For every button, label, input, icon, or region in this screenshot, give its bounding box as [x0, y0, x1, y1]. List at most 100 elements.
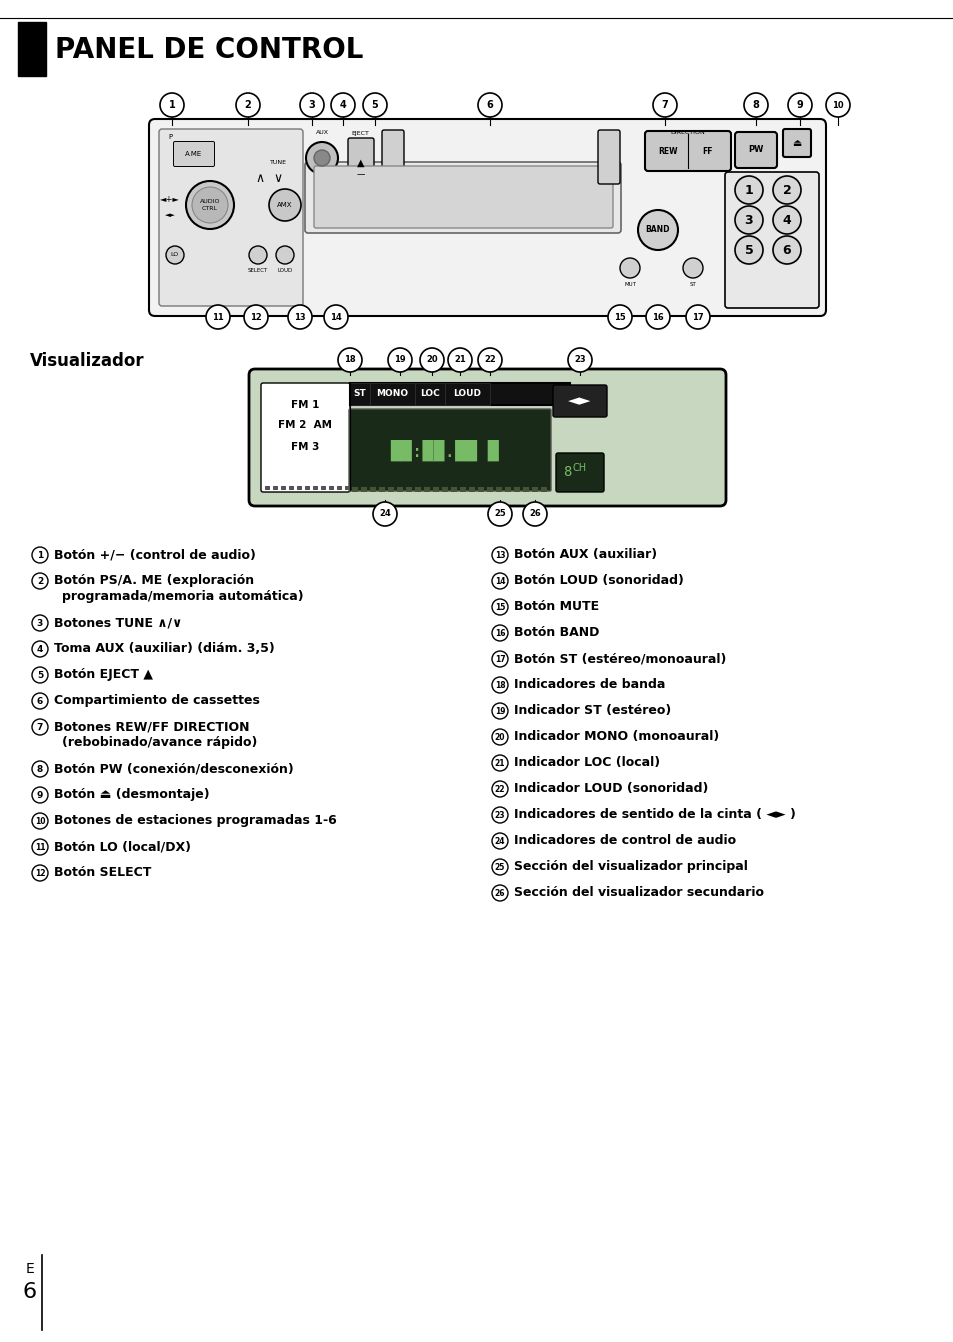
Text: LO: LO — [171, 252, 179, 258]
Text: AMX: AMX — [277, 203, 293, 208]
Text: 16: 16 — [495, 628, 505, 637]
Circle shape — [734, 176, 762, 204]
Text: 15: 15 — [495, 603, 505, 612]
Text: Sección del visualizador principal: Sección del visualizador principal — [514, 860, 747, 874]
Circle shape — [492, 833, 507, 849]
Circle shape — [419, 348, 443, 372]
Text: 12: 12 — [250, 313, 262, 322]
Bar — [477, 487, 483, 493]
Text: 4: 4 — [37, 644, 43, 654]
Text: FM 2  AM: FM 2 AM — [277, 420, 332, 429]
Bar — [378, 487, 385, 493]
Circle shape — [331, 93, 355, 117]
Text: 1: 1 — [37, 550, 43, 560]
Text: 7: 7 — [37, 722, 43, 731]
Text: Botón SELECT: Botón SELECT — [54, 866, 152, 879]
Text: 25: 25 — [494, 510, 505, 518]
Circle shape — [567, 348, 592, 372]
Text: AUX: AUX — [315, 130, 328, 136]
Bar — [352, 487, 357, 493]
FancyBboxPatch shape — [734, 132, 776, 168]
Text: ST: ST — [354, 389, 366, 399]
Bar — [469, 487, 475, 493]
Text: FF: FF — [702, 146, 713, 156]
Text: E: E — [26, 1261, 34, 1276]
Text: Indicador ST (estéreo): Indicador ST (estéreo) — [514, 705, 671, 717]
Circle shape — [32, 866, 48, 880]
Text: 17: 17 — [692, 313, 703, 322]
Circle shape — [314, 150, 330, 166]
Text: ◄+►: ◄+► — [160, 196, 180, 204]
Text: EJECT: EJECT — [351, 130, 369, 136]
Text: LOUD: LOUD — [277, 267, 293, 272]
Text: Indicadores de control de audio: Indicadores de control de audio — [514, 833, 736, 847]
Text: 5: 5 — [744, 243, 753, 256]
Text: 4: 4 — [781, 213, 791, 227]
Text: 5: 5 — [37, 671, 43, 679]
Text: PANEL DE CONTROL: PANEL DE CONTROL — [55, 36, 363, 64]
Text: 8: 8 — [752, 101, 759, 110]
Text: Botones TUNE ∧/∨: Botones TUNE ∧/∨ — [54, 616, 182, 629]
Circle shape — [373, 502, 396, 526]
Circle shape — [206, 305, 230, 329]
Circle shape — [32, 786, 48, 803]
FancyBboxPatch shape — [349, 409, 551, 491]
Bar — [345, 486, 350, 490]
Bar — [486, 487, 493, 493]
Text: 24: 24 — [495, 836, 505, 845]
Text: 10: 10 — [831, 101, 842, 110]
Circle shape — [388, 348, 412, 372]
Bar — [18, 21, 46, 76]
Text: 14: 14 — [495, 577, 505, 585]
Bar — [433, 487, 438, 493]
Bar — [370, 382, 415, 405]
Bar — [388, 487, 394, 493]
Text: ⏏: ⏏ — [792, 138, 801, 148]
Bar — [423, 487, 430, 493]
Text: BAND: BAND — [645, 225, 670, 235]
Text: Botón BAND: Botón BAND — [514, 625, 598, 639]
Circle shape — [772, 236, 801, 264]
FancyBboxPatch shape — [381, 130, 403, 184]
Circle shape — [275, 246, 294, 264]
Text: P: P — [168, 134, 172, 140]
Text: 19: 19 — [495, 706, 505, 715]
Circle shape — [492, 859, 507, 875]
Circle shape — [235, 93, 260, 117]
Circle shape — [32, 641, 48, 658]
Bar — [296, 486, 302, 490]
Bar — [360, 487, 367, 493]
Text: 24: 24 — [378, 510, 391, 518]
Circle shape — [492, 548, 507, 564]
Bar — [406, 487, 412, 493]
Text: Indicador LOUD (sonoridad): Indicador LOUD (sonoridad) — [514, 782, 708, 794]
Bar — [370, 487, 375, 493]
Text: ∨: ∨ — [274, 172, 282, 184]
Text: Indicador MONO (monoaural): Indicador MONO (monoaural) — [514, 730, 719, 743]
Text: Indicador LOC (local): Indicador LOC (local) — [514, 756, 659, 769]
Circle shape — [492, 807, 507, 823]
Circle shape — [492, 573, 507, 589]
Text: MONO: MONO — [376, 389, 408, 399]
Text: Botón PW (conexión/desconexión): Botón PW (conexión/desconexión) — [54, 762, 294, 774]
Text: Botón AUX (auxiliar): Botón AUX (auxiliar) — [514, 548, 657, 561]
Text: ▲: ▲ — [356, 158, 364, 168]
Circle shape — [299, 93, 324, 117]
Circle shape — [522, 502, 546, 526]
Text: 6: 6 — [781, 243, 790, 256]
Text: Botón +/− (control de audio): Botón +/− (control de audio) — [54, 548, 255, 561]
Circle shape — [492, 781, 507, 797]
Text: 2: 2 — [37, 577, 43, 585]
Text: 25: 25 — [495, 863, 505, 871]
FancyBboxPatch shape — [261, 382, 350, 493]
Circle shape — [160, 93, 184, 117]
Circle shape — [32, 719, 48, 735]
Text: 13: 13 — [495, 550, 505, 560]
Text: Botón ST (estéreo/monoaural): Botón ST (estéreo/monoaural) — [514, 652, 725, 666]
Circle shape — [32, 548, 48, 564]
Text: Toma AUX (auxiliar) (diám. 3,5): Toma AUX (auxiliar) (diám. 3,5) — [54, 641, 274, 655]
Bar — [305, 486, 310, 490]
Circle shape — [772, 176, 801, 204]
Circle shape — [244, 305, 268, 329]
Bar — [441, 487, 448, 493]
